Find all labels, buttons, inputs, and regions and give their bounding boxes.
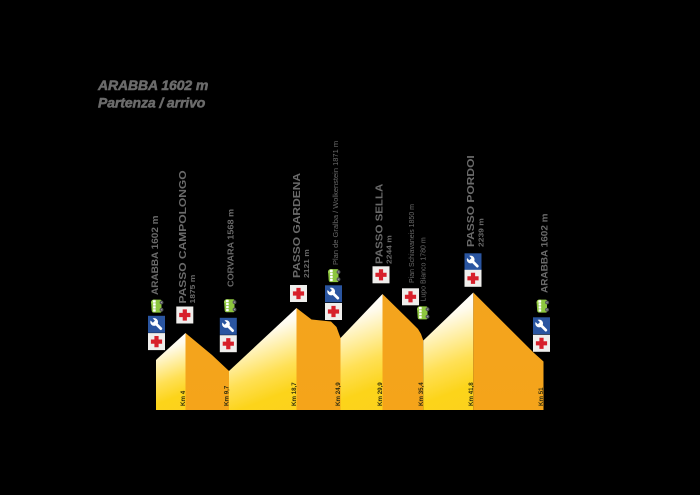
svg-text:Partenza / arrivo: Partenza / arrivo [98,95,206,111]
svg-text:Km 18,7: Km 18,7 [291,382,298,406]
svg-text:Km 9,7: Km 9,7 [224,385,231,406]
svg-text:ARABBA 1602 m: ARABBA 1602 m [539,213,549,293]
svg-text:PASSO SELLA: PASSO SELLA [374,184,385,264]
svg-text:Km 24,9: Km 24,9 [335,382,342,406]
svg-text:PASSO CAMPOLONGO: PASSO CAMPOLONGO [178,170,189,303]
svg-text:PASSO GARDENA: PASSO GARDENA [292,173,303,278]
svg-text:Km 51: Km 51 [538,387,545,406]
svg-text:2121 m: 2121 m [302,249,310,278]
svg-text:Km 29,9: Km 29,9 [377,382,384,406]
svg-text:Pian Schiavaneis 1850 m: Pian Schiavaneis 1850 m [409,204,416,283]
svg-text:PASSO PORDOI: PASSO PORDOI [466,155,477,247]
svg-text:2244 m: 2244 m [385,235,393,264]
svg-text:Km 4: Km 4 [180,390,187,406]
svg-text:ARABBA 1602 m: ARABBA 1602 m [97,77,208,93]
svg-text:Lupo Bianco 1780 m: Lupo Bianco 1780 m [421,237,428,301]
svg-text:Km 35,4: Km 35,4 [418,382,425,406]
svg-text:1875 m: 1875 m [188,275,196,304]
svg-text:Plan de Gralba / Wolkenstein 1: Plan de Gralba / Wolkenstein 1871 m [331,141,340,265]
svg-text:CORVARA 1568 m: CORVARA 1568 m [226,208,235,287]
svg-text:2239 m: 2239 m [477,218,485,247]
svg-text:ARABBA 1602 m: ARABBA 1602 m [150,215,160,295]
svg-text:Km 41,8: Km 41,8 [468,382,475,406]
